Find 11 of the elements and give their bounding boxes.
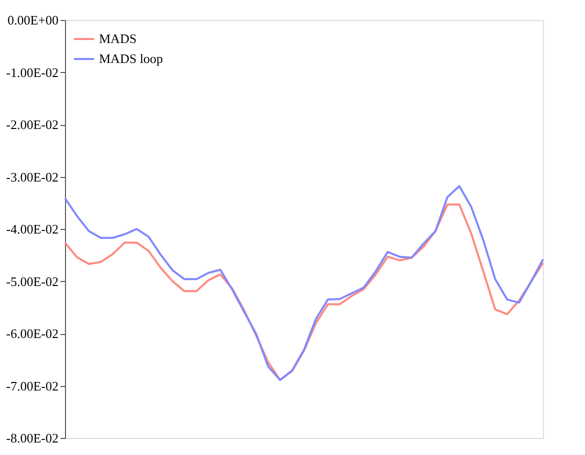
y-tick-label: -7.00E-02 — [6, 378, 58, 394]
y-tick-label: 0.00E+00 — [7, 12, 58, 28]
y-tick-label: -5.00E-02 — [6, 274, 58, 289]
y-tick-label: -8.00E-02 — [6, 430, 58, 446]
legend-label: MADS — [99, 31, 137, 46]
y-tick-label: -3.00E-02 — [6, 169, 58, 184]
legend-label: MADS loop — [99, 51, 163, 66]
y-tick-label: -2.00E-02 — [6, 117, 58, 132]
y-tick-label: -6.00E-02 — [6, 326, 58, 341]
y-tick-label: -4.00E-02 — [6, 222, 58, 236]
y-tick-label: -1.00E-02 — [6, 64, 58, 80]
